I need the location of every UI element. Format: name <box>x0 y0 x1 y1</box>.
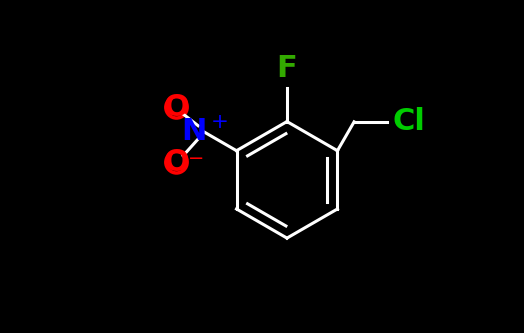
Text: $-$: $-$ <box>188 147 204 166</box>
Text: O: O <box>163 93 189 122</box>
Text: O: O <box>163 148 189 177</box>
Text: $\mathbf{N}^+$: $\mathbf{N}^+$ <box>181 118 228 147</box>
Text: F: F <box>277 54 297 83</box>
Text: Cl: Cl <box>392 107 425 136</box>
